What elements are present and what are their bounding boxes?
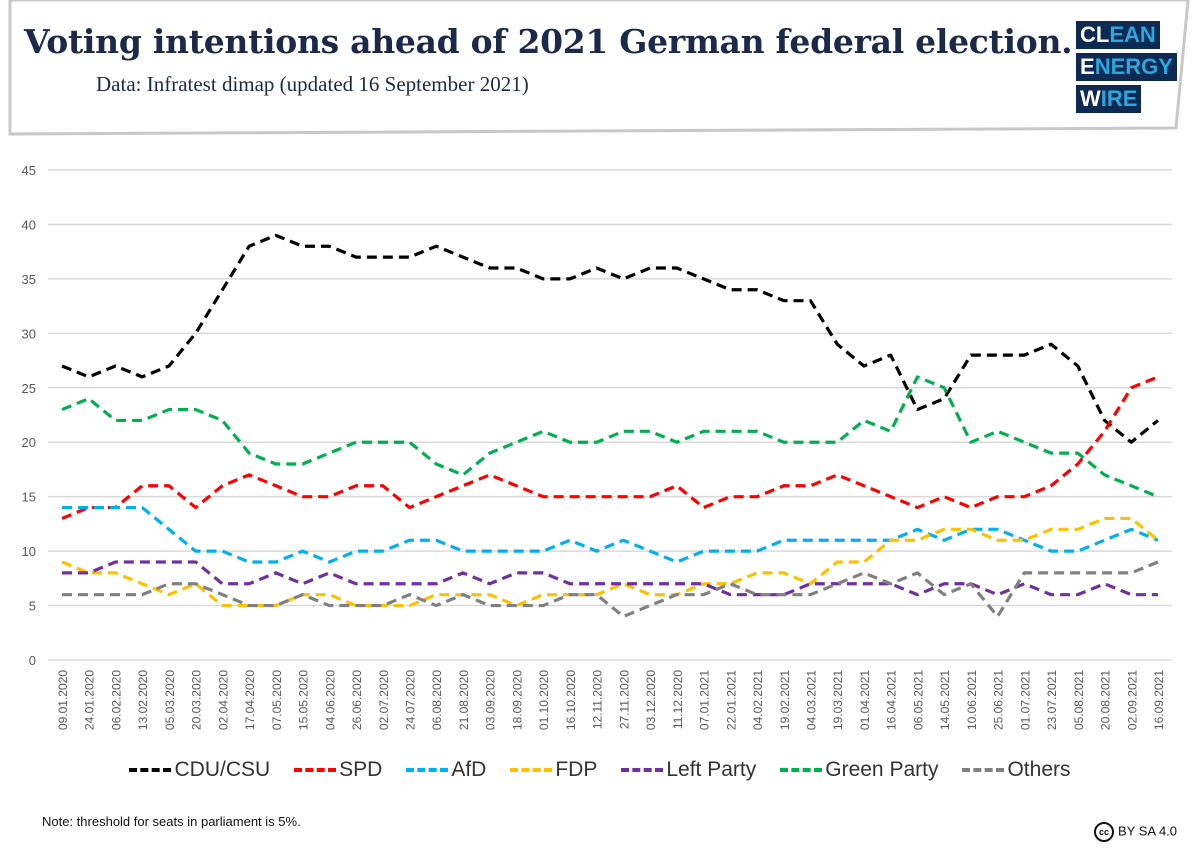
legend-swatch [962, 768, 1005, 773]
x-tick-label: 05.08.2021 [1072, 670, 1086, 730]
x-tick-label: 14.05.2021 [938, 670, 952, 730]
x-tick-label: 26.06.2020 [350, 670, 364, 730]
legend-swatch [780, 768, 823, 773]
x-tick-label: 16.10.2020 [564, 670, 578, 730]
series-line-left-party [62, 560, 1158, 597]
chart-title: Voting intentions ahead of 2021 German f… [24, 22, 1073, 61]
chart-subtitle: Data: Infratest dimap (updated 16 Septem… [96, 72, 529, 96]
x-tick-label: 09.01.2020 [56, 670, 70, 730]
x-tick-label: 22.01.2021 [724, 670, 738, 730]
x-tick-label: 01.07.2021 [1018, 670, 1032, 730]
legend-item: Others [962, 758, 1071, 782]
legend-label: SPD [339, 758, 383, 781]
x-tick-label: 24.07.2020 [404, 670, 418, 730]
x-tick-label: 05.03.2020 [163, 670, 177, 730]
x-tick-label: 06.08.2020 [430, 670, 444, 730]
legend-swatch [621, 768, 664, 773]
x-tick-label: 21.08.2020 [457, 670, 471, 730]
y-tick-label: 15 [22, 490, 36, 505]
x-tick-label: 20.03.2020 [190, 670, 204, 730]
legend-swatch [294, 768, 337, 773]
license: cc BY SA 4.0 [1094, 822, 1177, 842]
series-line-afd [62, 505, 1159, 564]
legend-label: CDU/CSU [174, 758, 271, 781]
series-line-cdu-csu [61, 233, 1160, 444]
x-tick-label: 04.06.2020 [323, 670, 337, 730]
x-tick-label: 02.04.2020 [216, 670, 230, 730]
y-tick-label: 0 [29, 653, 36, 668]
footnote: Note: threshold for seats in parliament … [42, 814, 301, 829]
legend: CDU/CSU SPD AfD FDP Left Party Green Party Oth… [0, 758, 1200, 782]
legend-item: Left Party [621, 758, 756, 782]
x-tick-label: 07.01.2021 [698, 670, 712, 730]
x-tick-label: 10.06.2021 [965, 670, 979, 730]
x-tick-label: 17.04.2020 [243, 670, 257, 730]
x-tick-label: 07.05.2020 [270, 670, 284, 730]
series-line-spd [61, 375, 1159, 520]
x-tick-label: 01.04.2021 [858, 670, 872, 730]
legend-item: FDP [510, 758, 597, 782]
y-tick-label: 45 [22, 163, 36, 178]
y-tick-label: 35 [22, 272, 36, 287]
series-line-green-party [61, 375, 1159, 499]
legend-item: CDU/CSU [129, 758, 270, 782]
x-tick-label: 16.04.2021 [885, 670, 899, 730]
x-tick-label: 19.03.2021 [831, 670, 845, 730]
logo-line: ENERGY [1076, 53, 1177, 81]
x-tick-label: 20.08.2021 [1099, 670, 1113, 730]
logo-line: CLEAN [1076, 21, 1160, 49]
y-tick-label: 10 [22, 544, 36, 559]
x-tick-label: 03.12.2020 [644, 670, 658, 730]
legend-label: Left Party [666, 758, 757, 781]
y-tick-label: 30 [22, 326, 36, 341]
header: Voting intentions ahead of 2021 German f… [0, 0, 1200, 140]
x-tick-label: 06.05.2021 [911, 670, 925, 730]
x-tick-label: 23.07.2021 [1045, 670, 1059, 730]
x-tick-label: 02.07.2020 [377, 670, 391, 730]
x-tick-label: 25.06.2021 [992, 670, 1006, 730]
x-tick-label: 13.02.2020 [136, 670, 150, 730]
x-tick-label: 11.12.2020 [671, 670, 685, 729]
legend-swatch [129, 768, 172, 773]
legend-item: SPD [294, 758, 382, 782]
legend-swatch [406, 768, 449, 773]
y-tick-label: 40 [22, 217, 36, 232]
y-tick-label: 20 [22, 435, 36, 450]
x-tick-label: 18.09.2020 [510, 670, 524, 730]
cc-icon: cc [1094, 822, 1114, 842]
legend-label: Green Party [825, 758, 939, 781]
x-tick-label: 04.02.2021 [751, 670, 765, 730]
x-tick-label: 04.03.2021 [804, 670, 818, 730]
x-tick-label: 27.11.2020 [617, 670, 631, 729]
license-text: BY SA 4.0 [1118, 823, 1178, 839]
legend-swatch [510, 768, 553, 773]
x-tick-label: 06.02.2020 [109, 670, 123, 730]
header-card [8, 0, 1190, 136]
legend-label: Others [1007, 758, 1071, 781]
x-tick-label: 12.11.2020 [591, 670, 605, 729]
series-line-fdp [61, 516, 1160, 608]
y-tick-label: 5 [29, 599, 36, 614]
x-tick-label: 24.01.2020 [83, 670, 97, 730]
x-tick-label: 16.09.2021 [1152, 670, 1166, 730]
legend-item: Green Party [780, 758, 938, 782]
legend-label: FDP [555, 758, 598, 781]
legend-item: AfD [406, 758, 486, 782]
y-tick-label: 25 [22, 381, 36, 396]
x-tick-label: 01.10.2020 [537, 670, 551, 730]
x-tick-label: 15.05.2020 [297, 670, 311, 730]
x-tick-label: 03.09.2020 [484, 670, 498, 730]
clean-energy-wire-logo: CLEAN ENERGY WIRE [1076, 21, 1177, 117]
x-tick-label: 19.02.2021 [778, 670, 792, 730]
logo-line: WIRE [1076, 85, 1142, 113]
x-tick-label: 02.09.2021 [1125, 670, 1139, 730]
legend-label: AfD [451, 758, 487, 781]
